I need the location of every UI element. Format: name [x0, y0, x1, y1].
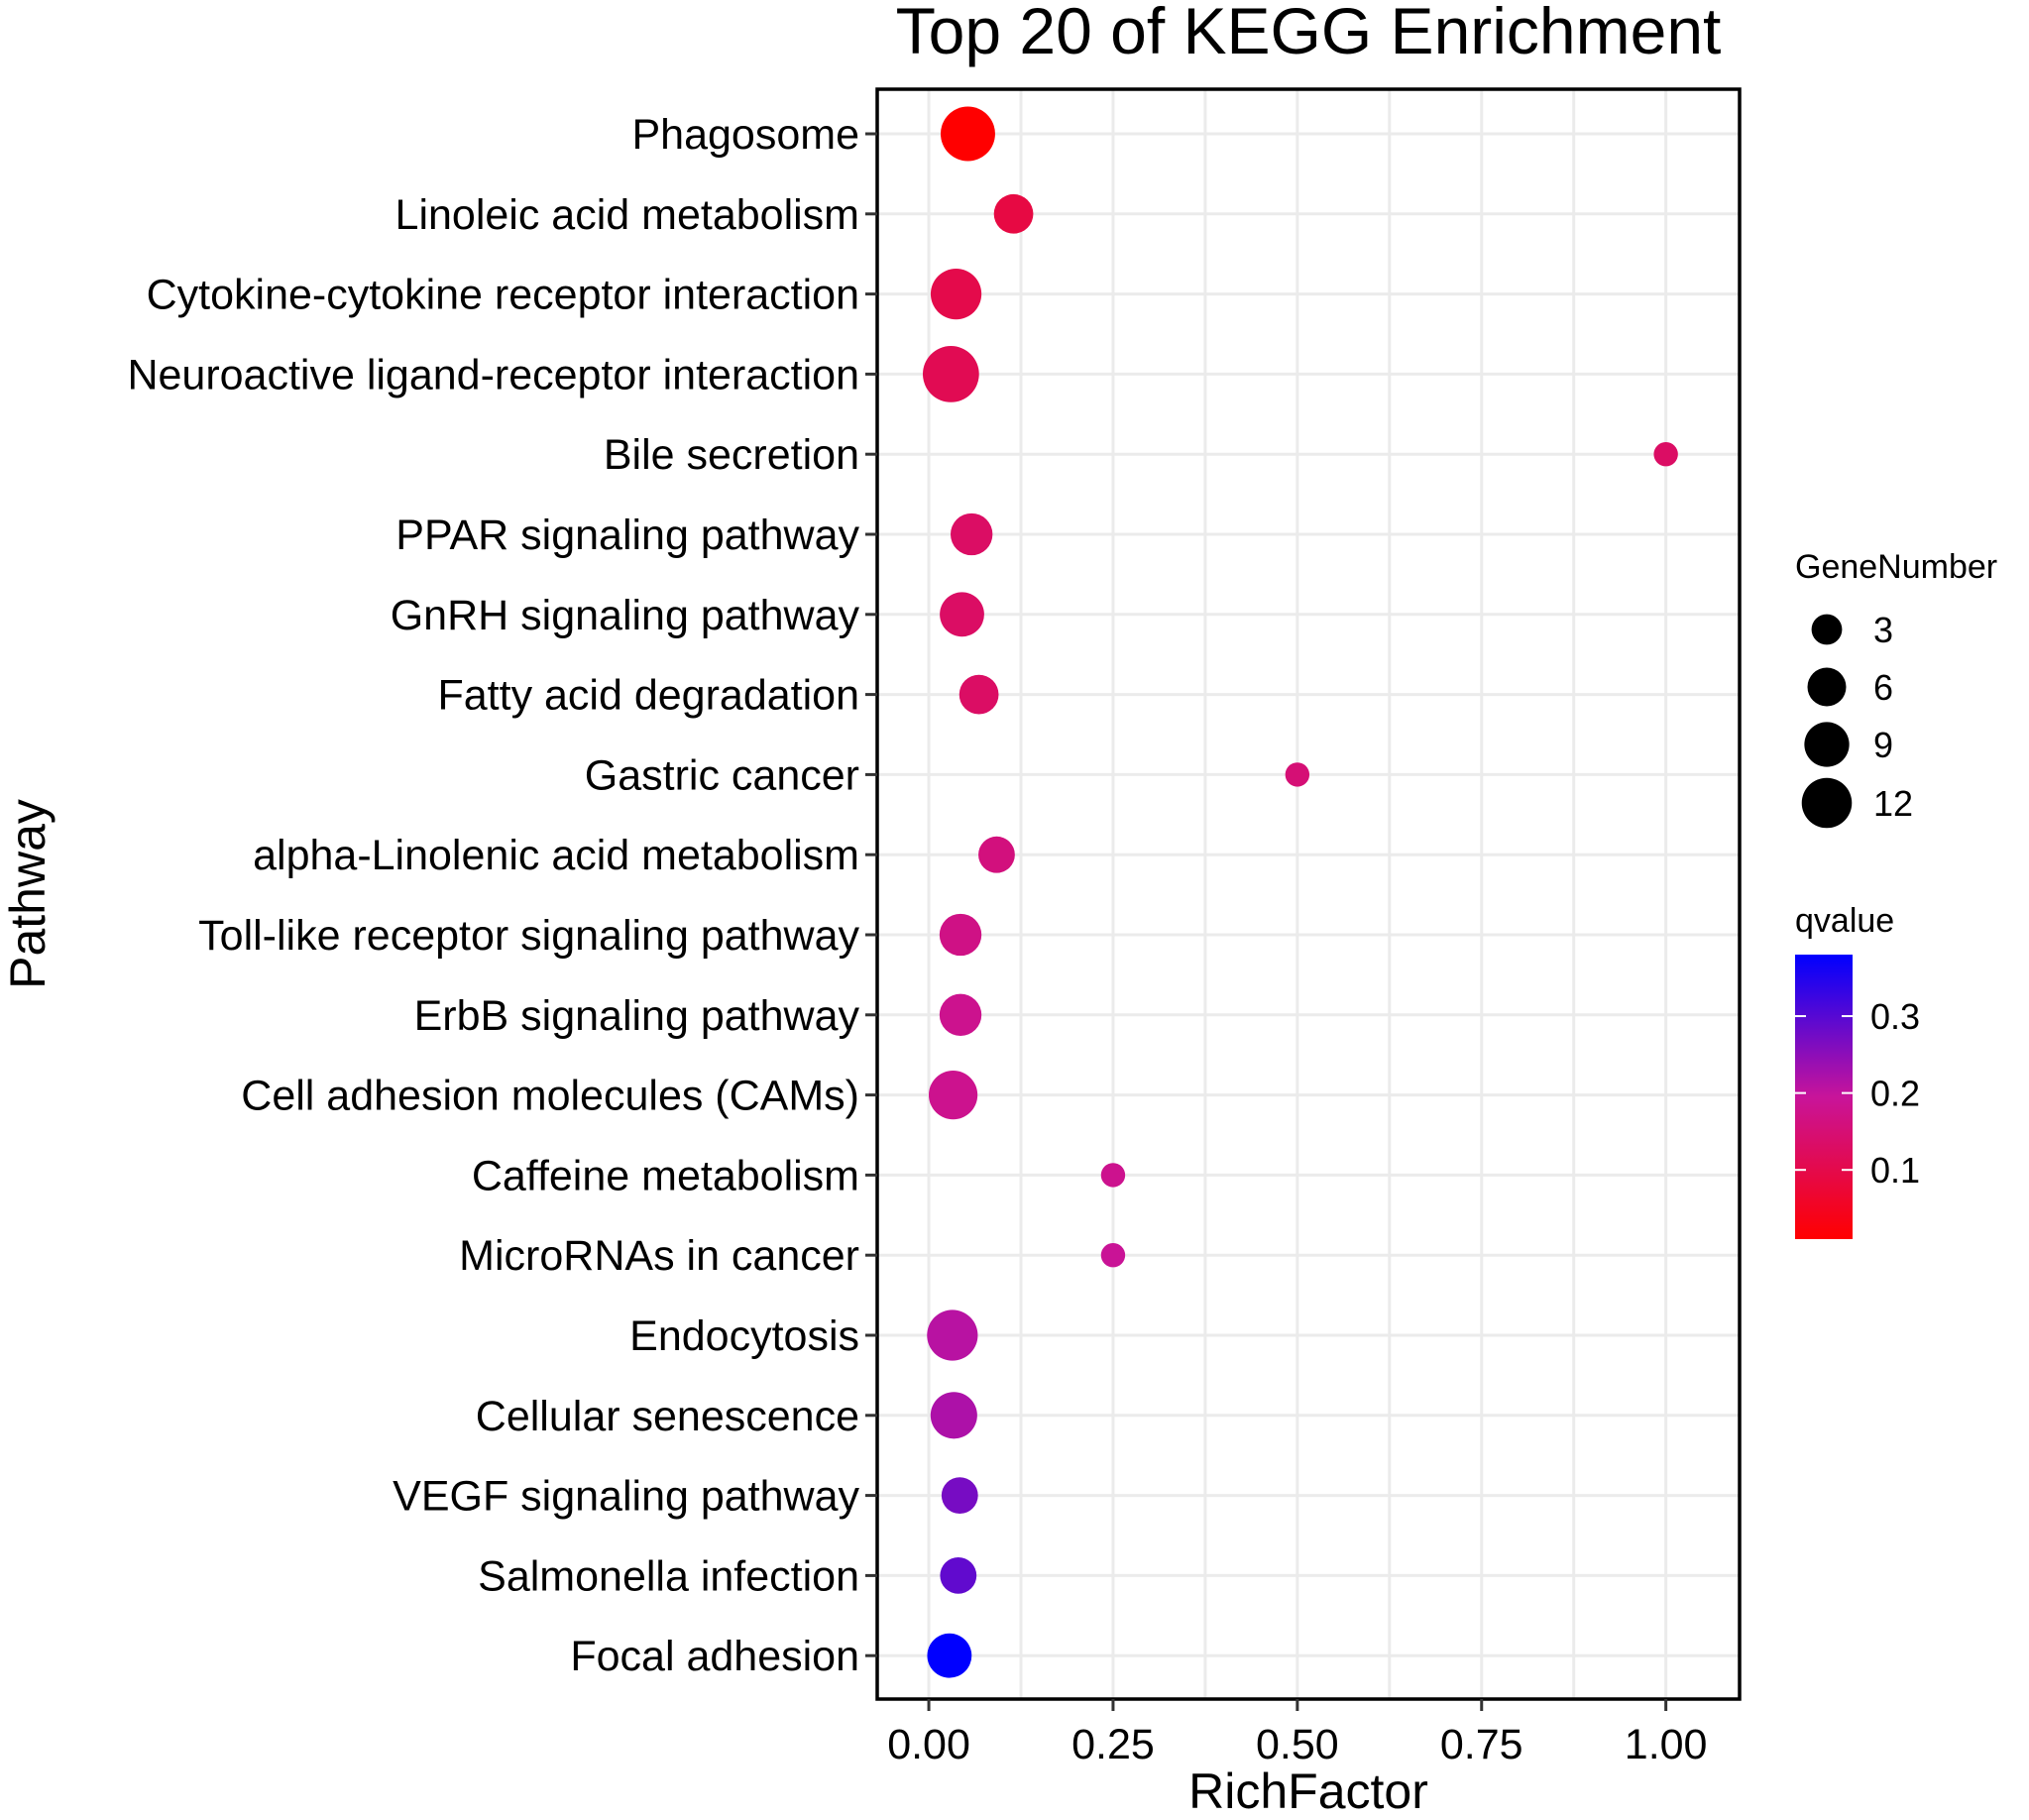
y-tick-label: Cytokine-cytokine receptor interaction: [147, 272, 859, 319]
y-axis-title: Pathway: [0, 799, 56, 989]
data-point: [930, 268, 982, 320]
x-tick-label: 0.00: [887, 1721, 970, 1768]
y-tick-label: Salmonella infection: [478, 1552, 859, 1600]
size-legend-key: [1801, 777, 1853, 829]
y-tick-label: Bile secretion: [604, 431, 859, 479]
colorbar-label: 0.3: [1870, 996, 1920, 1037]
data-point: [1100, 1243, 1126, 1268]
x-tick-label: 0.50: [1256, 1721, 1339, 1768]
data-point: [958, 674, 999, 715]
x-tick-label: 0.75: [1440, 1721, 1523, 1768]
y-tick-label: Neuroactive ligand-receptor interaction: [127, 351, 859, 398]
colorbar-label: 0.2: [1870, 1074, 1920, 1114]
y-tick-label: Phagosome: [632, 111, 860, 159]
data-point: [1100, 1163, 1126, 1188]
data-point: [930, 1392, 977, 1439]
y-tick-label: Cell adhesion molecules (CAMs): [241, 1073, 859, 1120]
size-legend-key: [1811, 614, 1843, 645]
color-legend: qvalue 0.1 0.2 0.3: [1795, 902, 1920, 1239]
data-point: [978, 836, 1015, 873]
colorbar-label: 0.1: [1870, 1150, 1920, 1191]
data-point: [1285, 762, 1310, 787]
y-tick-label: Endocytosis: [629, 1312, 859, 1360]
y-tick-label: alpha-Linolenic acid metabolism: [253, 832, 859, 879]
size-legend-label: 6: [1873, 667, 1893, 708]
size-legend-key: [1804, 722, 1850, 767]
y-tick-label: Toll-like receptor signaling pathway: [198, 912, 859, 960]
grid: [877, 89, 1740, 1699]
y-tick-label: Gastric cancer: [585, 751, 859, 799]
points: [923, 106, 1678, 1678]
y-tick-label: Linoleic acid metabolism: [395, 191, 859, 239]
data-point: [950, 512, 993, 556]
size-legend-title: GeneNumber: [1795, 548, 1997, 586]
x-tick-label: 1.00: [1625, 1721, 1708, 1768]
size-legend-label: 3: [1873, 610, 1893, 650]
data-point: [940, 1557, 977, 1594]
y-tick-label: Caffeine metabolism: [472, 1152, 859, 1199]
y-tick-label: Cellular senescence: [476, 1393, 859, 1440]
y-tick-label: VEGF signaling pathway: [393, 1473, 859, 1521]
x-tick-label: 0.25: [1071, 1721, 1155, 1768]
y-tick-label: Fatty acid degradation: [438, 672, 860, 720]
y-tick-label: PPAR signaling pathway: [395, 512, 859, 559]
size-legend-key: [1807, 667, 1847, 707]
data-point: [993, 193, 1034, 234]
data-point: [939, 993, 982, 1036]
y-tick-label: Focal adhesion: [570, 1633, 859, 1680]
panel-border: [875, 87, 1742, 1701]
size-legend-label: 9: [1873, 725, 1893, 765]
data-point: [928, 1071, 978, 1120]
chart-title: Top 20 of KEGG Enrichment: [896, 0, 1722, 67]
color-legend-title: qvalue: [1795, 902, 1894, 940]
y-tick-label: MicroRNAs in cancer: [459, 1232, 859, 1280]
data-point: [927, 1309, 978, 1361]
size-legend: GeneNumber 3 6 9 12: [1795, 548, 1997, 829]
data-point: [939, 913, 982, 957]
data-point: [923, 346, 979, 402]
y-tick-label: ErbB signaling pathway: [414, 992, 860, 1040]
size-legend-label: 12: [1873, 783, 1913, 824]
data-point: [941, 1477, 978, 1514]
y-tick-label: GnRH signaling pathway: [391, 592, 860, 639]
y-axis-ticks: Phagosome Linoleic acid metabolism Cytokin…: [127, 111, 877, 1680]
x-axis-ticks: 0.00 0.25 0.50 0.75 1.00: [887, 1699, 1707, 1768]
data-point: [940, 106, 995, 162]
data-point: [1653, 442, 1678, 467]
x-axis-title: RichFactor: [1188, 1763, 1428, 1815]
data-point: [927, 1633, 972, 1678]
colorbar: [1795, 955, 1853, 1239]
data-point: [940, 592, 984, 637]
